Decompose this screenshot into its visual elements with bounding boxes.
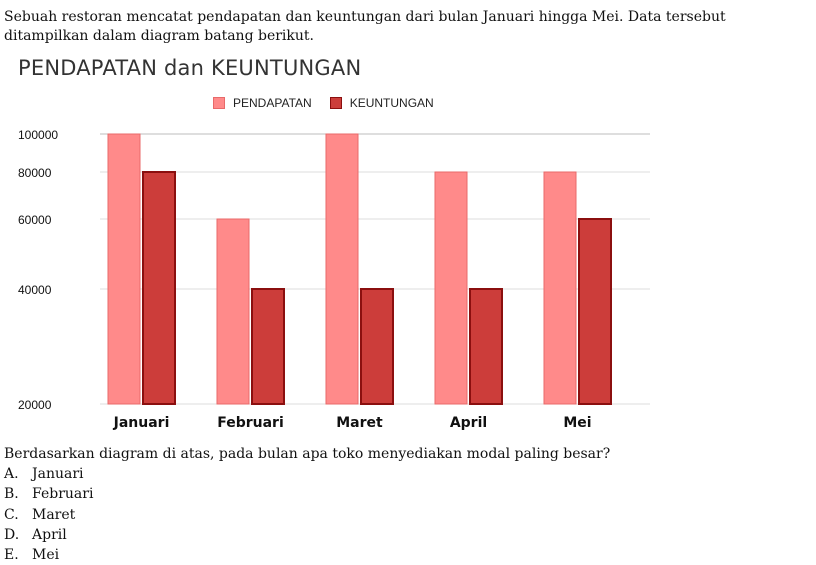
option-letter: E. [4,545,32,565]
intro-text: Sebuah restoran mencatat pendapatan dan … [4,8,814,46]
option-text: Februari [32,484,93,504]
y-tick-label: 100000 [18,128,58,142]
y-tick-label: 80000 [18,166,52,180]
bar-keuntungan [252,289,284,404]
bar-keuntungan [470,289,502,404]
y-tick-label: 40000 [18,283,52,297]
option-letter: D. [4,525,32,545]
option-text: Maret [32,505,75,525]
question-text: Berdasarkan diagram di atas, pada bulan … [4,444,610,464]
option-c[interactable]: C. Maret [4,505,93,525]
y-tick-label: 60000 [18,213,52,227]
option-text: Mei [32,545,59,565]
chart-plot-area: 20000 40000 60000 80000 100000 Januari Februar… [0,54,660,434]
option-letter: B. [4,484,32,504]
option-letter: C. [4,505,32,525]
x-tick-label: Januari [113,415,170,431]
bar-pendapatan [108,134,140,404]
x-tick-label: Mei [563,415,591,431]
bar-keuntungan [579,219,611,404]
option-e[interactable]: E. Mei [4,545,93,565]
x-tick-label: April [450,415,487,431]
bar-pendapatan [544,172,576,404]
option-letter: A. [4,464,32,484]
option-text: April [32,525,67,545]
bar-keuntungan [143,172,175,404]
bar-pendapatan [326,134,358,404]
option-d[interactable]: D. April [4,525,93,545]
option-text: Januari [32,464,84,484]
answer-options: A. Januari B. Februari C. Maret D. April E. M… [4,464,93,565]
bar-chart: PENDAPATAN dan KEUNTUNGAN PENDAPATAN KEU… [0,54,660,434]
x-tick-label: Februari [217,415,284,431]
y-tick-label: 20000 [18,398,52,412]
x-tick-label: Maret [336,415,383,431]
bar-pendapatan [217,219,249,404]
bar-keuntungan [361,289,393,404]
option-b[interactable]: B. Februari [4,484,93,504]
bar-pendapatan [435,172,467,404]
option-a[interactable]: A. Januari [4,464,93,484]
